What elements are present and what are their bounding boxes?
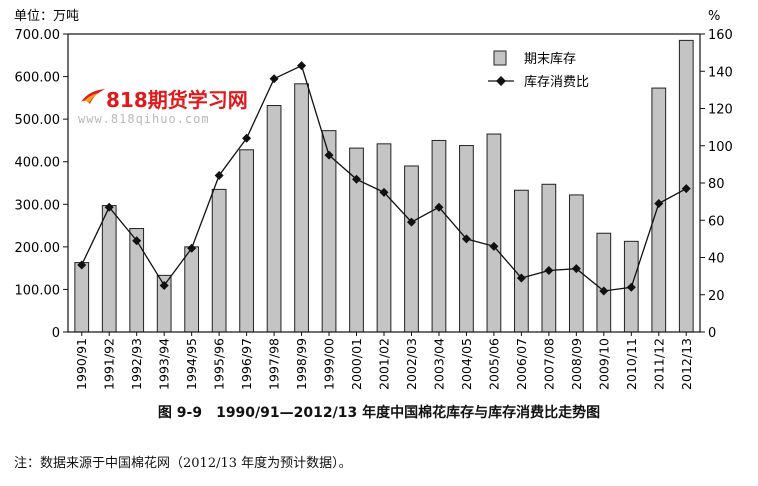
ratio-point bbox=[406, 217, 416, 227]
right-axis-tick-label: 40 bbox=[708, 252, 725, 267]
right-axis-tick-label: 60 bbox=[708, 214, 725, 229]
x-axis-category-label: 1996/97 bbox=[239, 338, 254, 390]
legend-bar-swatch bbox=[493, 50, 507, 66]
x-axis-category-label: 2002/03 bbox=[404, 338, 419, 390]
left-axis-tick-label: 500.00 bbox=[15, 113, 61, 128]
x-axis-category-label: 1998/99 bbox=[294, 338, 309, 390]
flame-swoosh-icon bbox=[81, 89, 105, 104]
x-axis-category-label: 2001/02 bbox=[377, 338, 392, 390]
ratio-point bbox=[461, 234, 471, 244]
x-axis-category-label: 1992/93 bbox=[129, 338, 144, 390]
ratio-point bbox=[544, 266, 554, 276]
legend-label-ratio: 库存消费比 bbox=[524, 74, 589, 90]
right-axis-tick-label: 80 bbox=[708, 177, 725, 192]
stock-bar bbox=[294, 83, 309, 333]
x-axis-category-label: 2010/11 bbox=[624, 338, 639, 390]
x-axis-category-label: 1990/91 bbox=[74, 338, 89, 390]
ratio-point bbox=[571, 264, 581, 274]
watermark-title: 818期货学习网 bbox=[106, 88, 248, 112]
x-axis-category-label: 2009/10 bbox=[596, 338, 611, 390]
x-axis-category-label: 1994/95 bbox=[184, 338, 199, 390]
ratio-point bbox=[654, 198, 664, 208]
left-axis-tick-label: 700.00 bbox=[15, 28, 61, 43]
x-axis-category-label: 2008/09 bbox=[569, 338, 584, 390]
x-axis-category-label: 1995/96 bbox=[212, 338, 227, 390]
x-axis-category-label: 1999/00 bbox=[322, 338, 337, 390]
figure-caption: 图 9-9 1990/91—2012/13 年度中国棉花库存与库存消费比走势图 bbox=[157, 405, 601, 421]
ratio-point bbox=[104, 202, 114, 212]
stock-bar bbox=[184, 246, 200, 333]
stock-bar bbox=[431, 139, 447, 333]
stock-bar bbox=[404, 165, 419, 333]
legend: 期末库存 库存消费比 bbox=[488, 50, 589, 90]
x-axis-category-label: 1991/92 bbox=[102, 338, 117, 390]
legend-diamond-marker bbox=[496, 76, 506, 86]
stock-bar bbox=[596, 232, 612, 333]
left-axis-tick-label: 600.00 bbox=[15, 71, 61, 86]
left-axis-unit-label: 单位：万吨 bbox=[14, 9, 79, 24]
ratio-point bbox=[159, 280, 169, 290]
right-axis-tick-label: 100 bbox=[708, 140, 733, 155]
left-axis-tick-label: 400.00 bbox=[15, 156, 61, 171]
cotton-stock-chart: 0 100.00 200.00 300.00 400.00 500.00 600.00 700… bbox=[14, 9, 733, 390]
stock-bar bbox=[486, 133, 502, 333]
ratio-point bbox=[324, 150, 334, 160]
ratio-point bbox=[379, 187, 389, 197]
stock-bar bbox=[101, 205, 117, 333]
x-axis-category-label: 1997/98 bbox=[267, 338, 282, 390]
stock-bar bbox=[376, 143, 392, 333]
stock-bar bbox=[514, 189, 529, 333]
ratio-point bbox=[187, 243, 197, 253]
ratio-point bbox=[77, 260, 87, 270]
source-note: 注：数据来源于中国棉花网（2012/13 年度为预计数据）。 bbox=[14, 456, 352, 471]
stock-bar bbox=[651, 87, 667, 333]
x-axis-category-label: 2003/04 bbox=[431, 338, 446, 390]
right-axis-tick-label: 160 bbox=[708, 28, 733, 43]
x-axis-category-label: 1993/94 bbox=[157, 338, 172, 390]
ratio-point bbox=[626, 282, 636, 292]
stock-bar bbox=[321, 130, 337, 333]
stock-bar bbox=[74, 262, 90, 333]
ratio-point bbox=[434, 202, 444, 212]
left-axis-tick-label: 200.00 bbox=[15, 241, 61, 256]
right-axis-tick-label: 120 bbox=[708, 103, 733, 118]
ratio-point bbox=[132, 236, 142, 246]
stock-bar bbox=[211, 188, 227, 333]
left-axis-tick-label: 100.00 bbox=[15, 283, 61, 298]
ratio-point bbox=[297, 61, 307, 71]
ratio-point bbox=[214, 171, 224, 181]
watermark-url: www.818qihuo.com bbox=[78, 112, 210, 126]
stock-bar bbox=[239, 149, 254, 333]
x-axis-category-label: 2004/05 bbox=[459, 338, 474, 390]
right-axis-tick-label: 140 bbox=[708, 65, 733, 80]
right-axis-unit-label: % bbox=[708, 9, 720, 24]
x-axis-category-label: 2000/01 bbox=[349, 338, 364, 390]
ratio-point bbox=[516, 273, 526, 283]
ratio-point bbox=[681, 184, 691, 194]
ratio-point bbox=[352, 174, 362, 184]
stock-bar bbox=[568, 194, 584, 333]
x-axis-category-label: 2007/08 bbox=[541, 338, 556, 390]
stock-bar bbox=[541, 183, 557, 333]
stock-bar bbox=[266, 105, 282, 333]
legend-label-stock: 期末库存 bbox=[524, 51, 576, 67]
left-axis-tick-label: 300.00 bbox=[15, 198, 61, 213]
ratio-point bbox=[599, 286, 609, 296]
ratio-point bbox=[242, 133, 252, 143]
ratio-point bbox=[489, 241, 499, 251]
x-axis-category-label: 2005/06 bbox=[486, 338, 501, 390]
ratio-point bbox=[269, 74, 279, 84]
right-axis-tick-label: 20 bbox=[708, 289, 725, 304]
x-axis-category-label: 2006/07 bbox=[514, 338, 529, 390]
right-axis-tick-label: 0 bbox=[708, 326, 716, 341]
x-axis-category-label: 2012/13 bbox=[679, 338, 694, 390]
left-axis-tick-label: 0 bbox=[52, 326, 60, 341]
x-axis-category-label: 2011/12 bbox=[651, 338, 666, 390]
